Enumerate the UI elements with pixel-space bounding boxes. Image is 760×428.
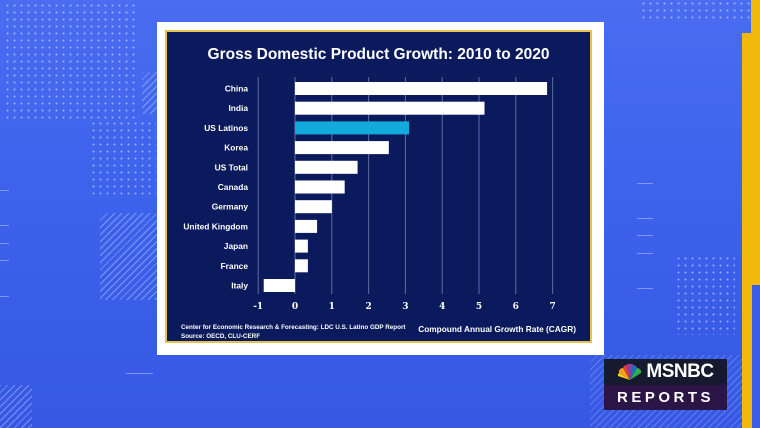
x-axis-label: Compound Annual Growth Rate (CAGR) xyxy=(418,324,576,334)
logo-brand-row: MSNBC xyxy=(604,359,727,385)
background-dash xyxy=(0,260,9,261)
bar-china xyxy=(295,82,548,95)
bar-chart: -1 0 1 2 3 4 5 6 7 China India US Latinos Korea US To… xyxy=(183,77,556,312)
brand-name: MSNBC xyxy=(646,361,714,382)
x-tick-label: 6 xyxy=(513,302,519,312)
accent-gold-bar xyxy=(751,0,760,40)
x-tick-label: 2 xyxy=(365,302,371,312)
background-dot-pattern xyxy=(90,120,156,195)
category-label: India xyxy=(228,103,248,113)
category-label: Japan xyxy=(224,241,248,251)
x-tick-label: 1 xyxy=(329,302,335,312)
x-tick-label: 7 xyxy=(549,302,555,312)
footnote-line: Center for Economic Research & Forecasti… xyxy=(181,324,406,331)
category-label: France xyxy=(221,261,249,271)
background-hatch-pattern xyxy=(142,72,157,114)
background-dot-pattern xyxy=(4,2,136,120)
peacock-icon xyxy=(618,363,642,380)
background-dash xyxy=(637,218,653,219)
bar-italy xyxy=(263,279,295,292)
category-label: Germany xyxy=(212,202,249,212)
msnbc-reports-logo: MSNBC REPORTS xyxy=(604,359,727,410)
background-dash xyxy=(637,235,653,236)
category-label: Canada xyxy=(218,182,249,192)
x-tick-label: 5 xyxy=(476,302,482,312)
background-hatch-pattern xyxy=(0,385,32,428)
background-dot-pattern xyxy=(675,255,735,335)
footnote-line: Source: OECD, CLU-CERF xyxy=(181,332,261,340)
x-tick-label: 0 xyxy=(292,302,298,312)
category-label: US Total xyxy=(215,162,248,172)
bar-united-kingdom xyxy=(295,219,318,233)
bar-canada xyxy=(295,180,345,194)
x-tick-label: -1 xyxy=(253,302,263,312)
bar-germany xyxy=(295,200,332,214)
bar-us-total xyxy=(295,160,358,174)
background-dash xyxy=(637,183,653,184)
background-dash xyxy=(126,373,153,374)
bar-france xyxy=(295,259,308,273)
bar-india xyxy=(295,101,485,115)
background-dot-pattern xyxy=(640,0,750,20)
category-label: United Kingdom xyxy=(183,221,248,231)
bar-japan xyxy=(295,239,308,253)
background-dash xyxy=(0,296,9,297)
chart-panel: Gross Domestic Product Growth: 2010 to 2… xyxy=(165,30,592,343)
background-dash xyxy=(0,243,9,244)
chart-title: Gross Domestic Product Growth: 2010 to 2… xyxy=(207,46,550,63)
x-tick-label: 4 xyxy=(439,302,445,312)
category-label: Italy xyxy=(231,281,248,291)
background-hatch-pattern xyxy=(100,213,157,300)
logo-program-row: REPORTS xyxy=(604,385,727,410)
category-label: US Latinos xyxy=(204,123,248,133)
background-dash xyxy=(0,225,9,226)
background-dash xyxy=(637,253,653,254)
category-label: China xyxy=(225,84,249,94)
background-dash xyxy=(637,288,653,289)
program-name: REPORTS xyxy=(616,389,714,406)
bar-korea xyxy=(295,141,389,155)
chart-footnote: Center for Economic Research & Forecasti… xyxy=(181,324,406,341)
bar-us-latinos xyxy=(295,121,410,135)
chart-frame: Gross Domestic Product Growth: 2010 to 2… xyxy=(157,22,604,355)
background-dash xyxy=(0,190,9,191)
category-label: Korea xyxy=(224,143,248,153)
x-tick-label: 3 xyxy=(402,302,408,312)
accent-blue-block xyxy=(752,285,760,428)
